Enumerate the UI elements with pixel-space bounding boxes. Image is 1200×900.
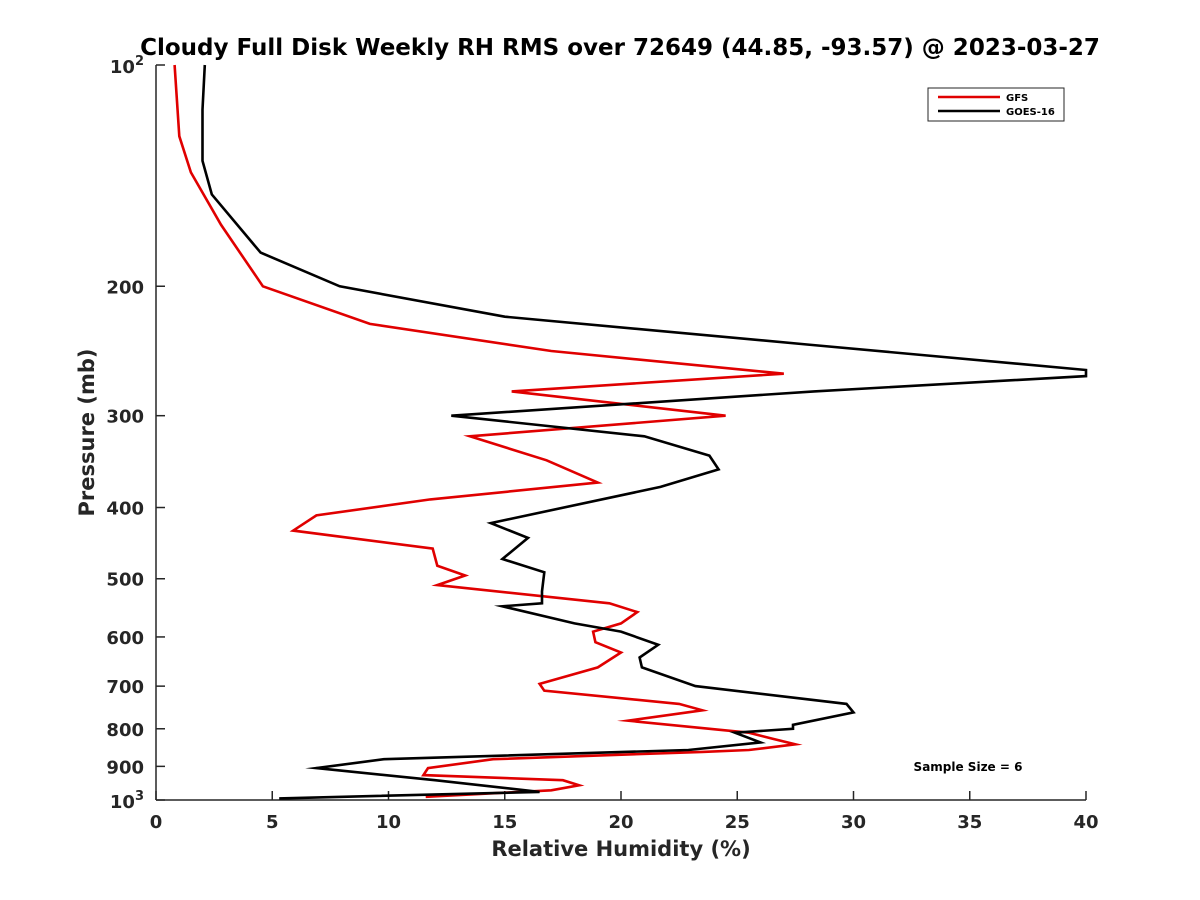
y-tick-label: 200 bbox=[106, 277, 144, 298]
y-tick-label: 600 bbox=[106, 628, 144, 649]
y-tick-label-exponent: 2 bbox=[135, 54, 144, 69]
x-tick-label: 35 bbox=[957, 812, 982, 833]
chart-title: Cloudy Full Disk Weekly RH RMS over 7264… bbox=[140, 35, 1100, 61]
legend-label: GOES-16 bbox=[1006, 107, 1055, 118]
y-tick-label: 700 bbox=[106, 677, 144, 698]
plot-area: 0 5 10 15 20 25 30 35 40 200 300 400 500 600 700 800 90… bbox=[106, 54, 1098, 833]
y-tick-label: 900 bbox=[106, 757, 144, 778]
series-line-goes-16 bbox=[201, 64, 1088, 800]
x-tick-label: 5 bbox=[266, 812, 279, 833]
y-tick-label-base: 10 bbox=[110, 57, 135, 78]
legend: GFS GOES-16 bbox=[927, 87, 1065, 122]
x-tick-label: 25 bbox=[725, 812, 750, 833]
y-tick-label: 300 bbox=[106, 407, 144, 428]
series-lines bbox=[173, 64, 1088, 800]
x-tick-label: 30 bbox=[841, 812, 866, 833]
y-tick-label: 800 bbox=[106, 720, 144, 741]
y-tick-label-exponent: 3 bbox=[135, 789, 144, 804]
legend-box bbox=[927, 87, 1065, 122]
y-tick-label: 400 bbox=[106, 499, 144, 520]
sample-size-annotation: Sample Size = 6 bbox=[914, 760, 1023, 774]
y-tick-label-power: 102 bbox=[110, 54, 144, 78]
x-tick-label: 40 bbox=[1073, 812, 1098, 833]
series-line-gfs bbox=[173, 64, 803, 799]
x-tick-label: 15 bbox=[492, 812, 517, 833]
y-axis-label: Pressure (mb) bbox=[75, 349, 99, 517]
legend-entries: GFS GOES-16 bbox=[938, 93, 1055, 118]
x-tick-label: 0 bbox=[150, 812, 163, 833]
y-tick-label: 500 bbox=[106, 570, 144, 591]
x-axis-ticks: 0 5 10 15 20 25 30 35 40 bbox=[150, 791, 1099, 833]
y-tick-label-base: 10 bbox=[110, 792, 135, 813]
x-tick-label: 10 bbox=[376, 812, 401, 833]
x-tick-label: 20 bbox=[608, 812, 633, 833]
legend-label: GFS bbox=[1006, 93, 1028, 104]
y-tick-label-power: 103 bbox=[110, 789, 144, 813]
x-axis-label: Relative Humidity (%) bbox=[491, 837, 750, 861]
